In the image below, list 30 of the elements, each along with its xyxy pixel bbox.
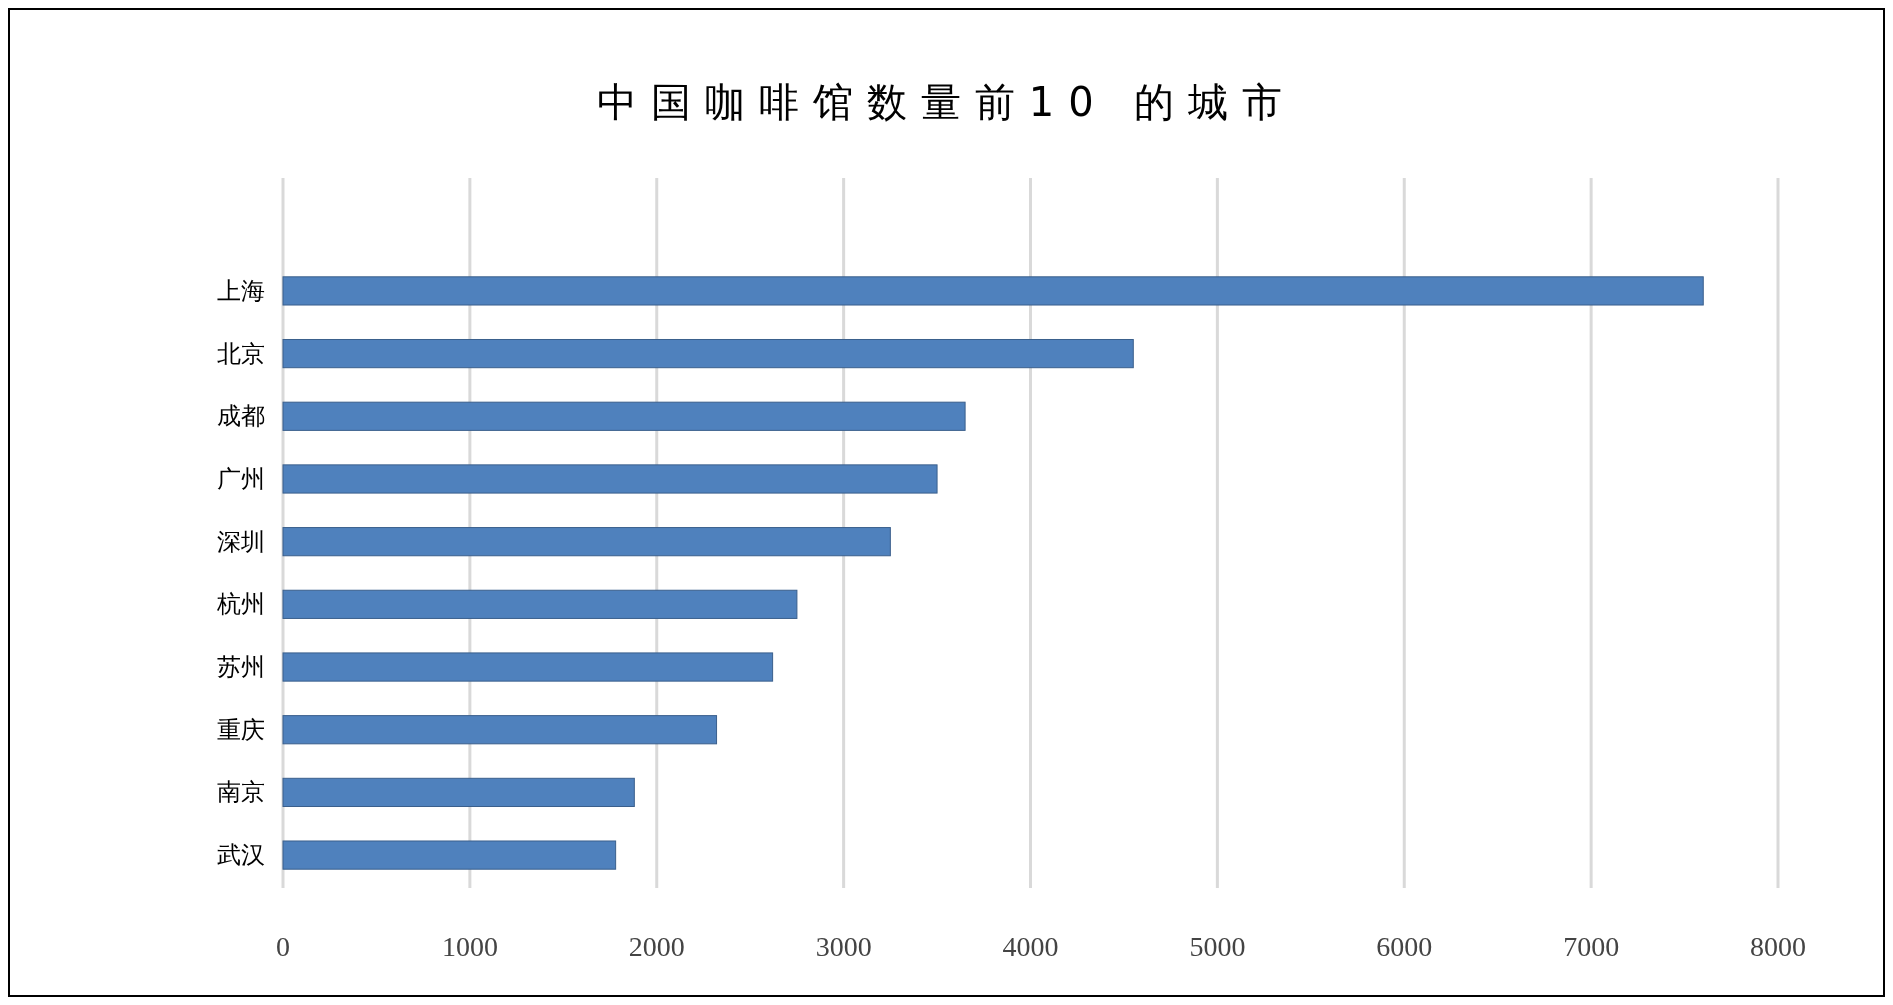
y-tick-label: 上海: [217, 276, 265, 305]
bar: [282, 715, 718, 745]
chart-title: 中国咖啡馆数量前10 的城市: [596, 79, 1297, 125]
bar: [282, 338, 1134, 369]
y-tick-label: 深圳: [217, 527, 265, 556]
y-tick-label: 北京: [217, 339, 265, 368]
y-tick-label: 苏州: [217, 653, 265, 682]
bar: [282, 777, 635, 808]
bar: [282, 401, 966, 431]
bar: [282, 589, 798, 619]
y-tick-label: 成都: [217, 402, 265, 431]
y-tick-label: 重庆: [217, 715, 265, 744]
bar: [282, 840, 617, 870]
bar: [282, 652, 774, 682]
bar: [282, 527, 891, 557]
x-tick-label: 1000: [441, 931, 498, 962]
y-tick-label: 广州: [217, 464, 265, 493]
x-tick-label: 2000: [628, 931, 685, 962]
x-tick-label: 4000: [1002, 931, 1059, 962]
bar: [282, 464, 938, 494]
x-tick-label: 0: [276, 931, 290, 962]
y-tick-label: 杭州: [216, 590, 265, 619]
x-tick-label: 8000: [1750, 931, 1806, 962]
x-tick-label: 6000: [1376, 931, 1433, 962]
y-tick-label: 武汉: [217, 841, 265, 870]
x-tick-label: 7000: [1563, 931, 1620, 962]
y-tick-label: 南京: [217, 778, 265, 807]
bar: [282, 276, 1704, 306]
x-tick-label: 3000: [815, 931, 872, 962]
x-tick-label: 5000: [1189, 931, 1246, 962]
